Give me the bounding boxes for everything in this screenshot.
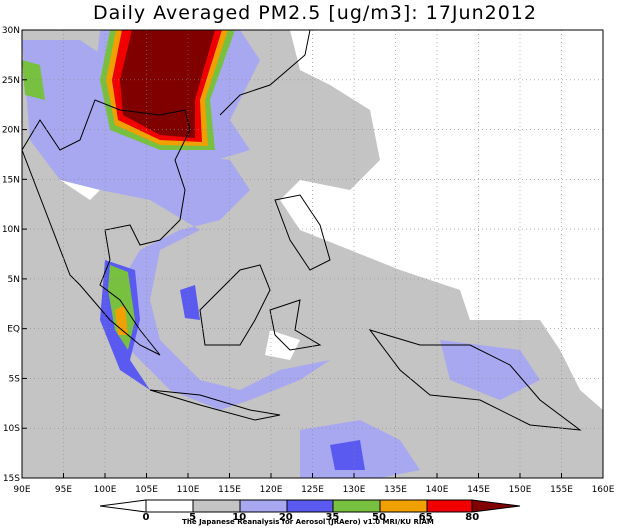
lon-label: 140E [426,485,449,495]
lat-label: 5N [8,275,20,285]
colorbar-label: 80 [465,512,479,523]
colorbar-label: 0 [143,512,150,523]
graticule [21,29,604,479]
lon-label: 120E [260,485,283,495]
lat-label: 15N [2,175,20,185]
colorbar [99,499,521,513]
lat-label: 20N [2,126,20,136]
lon-label: 135E [384,485,407,495]
colorbar-label: 20 [279,512,293,523]
colorbar-label: 35 [325,512,339,523]
lat-label: 30N [2,26,20,36]
lon-label: 105E [135,485,158,495]
lon-label: 125E [301,485,324,495]
lon-label: 155E [550,485,573,495]
lat-label: 10N [2,225,20,235]
colorbar-label: 5 [189,512,196,523]
lat-label: EQ [7,325,20,335]
credit: The Japanese Reanalysis for Aerosol (JRA… [182,518,434,526]
plot-frame [21,29,604,479]
lon-label: 150E [509,485,532,495]
lon-label: 100E [94,485,117,495]
lat-label: 5S [9,374,21,384]
lon-label: 90E [13,485,30,495]
lat-label: 10S [3,424,20,434]
lon-label: 160E [592,485,615,495]
title: Daily Averaged PM2.5 [ug/m3]: 17Jun2012 [93,2,537,24]
lon-label: 145E [467,485,490,495]
colorbar-label: 65 [419,512,433,523]
lon-label: 110E [177,485,200,495]
lat-label: 15S [3,474,20,484]
colorbar-label: 10 [232,512,246,523]
lon-label: 130E [343,485,366,495]
lon-label: 95E [55,485,72,495]
colorbar-label: 50 [372,512,386,523]
lon-label: 115E [218,485,241,495]
lat-label: 25N [2,76,20,86]
